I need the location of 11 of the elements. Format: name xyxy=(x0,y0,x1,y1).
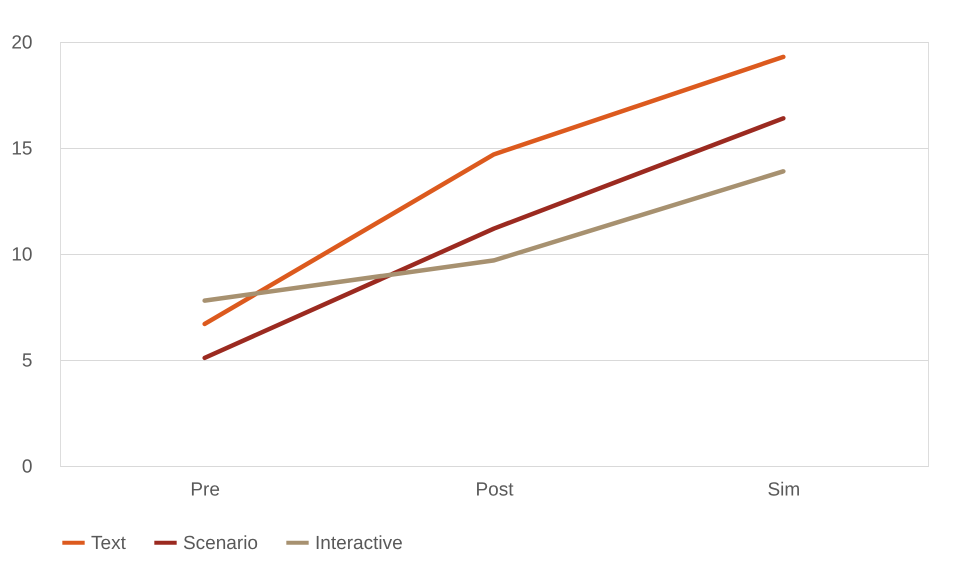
x-tick-label: Pre xyxy=(190,480,220,500)
y-tick-label: 5 xyxy=(22,350,32,372)
legend-label: Scenario xyxy=(183,532,258,554)
x-tick-label: Sim xyxy=(767,480,800,500)
legend-label: Interactive xyxy=(315,532,403,554)
y-tick-label: 10 xyxy=(11,244,32,266)
x-tick-label: Post xyxy=(475,480,514,500)
legend-label: Text xyxy=(91,532,127,554)
y-tick-label: 20 xyxy=(11,32,32,54)
y-tick-label: 15 xyxy=(11,138,32,160)
y-tick-label: 0 xyxy=(22,456,32,478)
